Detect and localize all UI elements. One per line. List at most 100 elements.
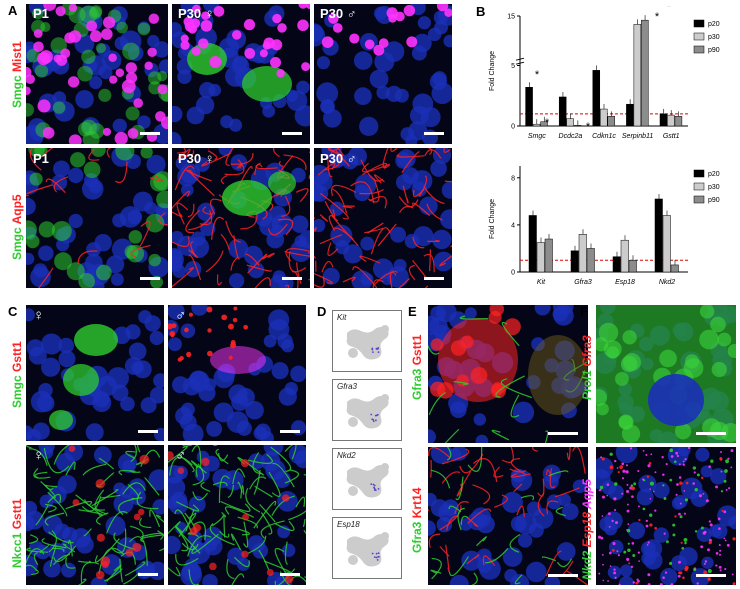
legend-swatch: [693, 19, 705, 28]
y-tick-label: 4: [511, 222, 515, 229]
bar: [600, 108, 608, 127]
legend-swatch: [693, 195, 705, 204]
significance-star: *: [655, 11, 660, 23]
tile-label-a6: P30 ♂: [320, 151, 357, 166]
scale-bar: [280, 430, 300, 433]
bar: [620, 239, 629, 273]
micrograph-c2: [168, 305, 306, 441]
significance-star: *: [667, 6, 672, 13]
umap-nkd2: Nkd2: [332, 448, 402, 510]
scale-bar: [138, 430, 158, 433]
axis-break: [515, 57, 525, 61]
category-label: Esp18: [615, 279, 635, 286]
category-label: Kit: [537, 279, 546, 286]
legend-label: p20: [708, 21, 720, 28]
micrograph-c4: [168, 445, 306, 585]
y-tick-label: 8: [511, 175, 515, 182]
umap-esp18: Esp18: [332, 517, 402, 579]
bar: [654, 198, 663, 273]
umap-gfra3: Gfra3: [332, 379, 402, 441]
bar: [628, 259, 637, 273]
panel-f-letter: F: [580, 304, 588, 319]
micrograph-a6: [314, 148, 452, 288]
category-label: Smgc: [528, 133, 546, 140]
tile-label-a1: P1: [33, 6, 49, 21]
bar: [570, 250, 579, 273]
bar-chart-bottom: Fold Change 0 4 8 Kit Gfra3 Esp18 Nkd2 * p20 p30 p9…: [489, 166, 720, 286]
legend-label: p90: [708, 197, 720, 204]
y-tick-label: 15: [507, 14, 515, 21]
panel-c-row2-label: Nkcc1 Gstt1: [10, 498, 24, 568]
bar: [662, 215, 671, 273]
legend-swatch: [693, 32, 705, 41]
scale-bar: [696, 432, 726, 435]
tile-label-a3: P30 ♂: [320, 6, 357, 21]
axis-break: [515, 61, 525, 65]
scale-bar: [282, 132, 302, 135]
panel-a-row2-label: Smgc Aqp5: [10, 194, 24, 260]
scale-bar: [140, 132, 160, 135]
scale-bar: [548, 574, 578, 577]
tile-label-c1: ♀: [33, 307, 45, 324]
panel-a-letter: A: [8, 3, 18, 18]
legend-swatch: [693, 182, 705, 191]
category-label: Nkd2: [659, 279, 675, 286]
micrograph-a4: [26, 148, 168, 288]
y-tick-label: 0: [511, 124, 515, 131]
scale-bar: [548, 432, 578, 435]
category-label: Gstt1: [663, 133, 680, 140]
y-tick-label: 5: [511, 63, 515, 70]
legend-label: p30: [708, 34, 720, 41]
category-label: Cdkn1c: [592, 133, 616, 140]
y-axis-label: Fold Change: [489, 51, 496, 91]
tile-label-a2: P30 ♀: [178, 6, 215, 21]
bar: [667, 114, 675, 127]
bar: [536, 242, 545, 273]
scale-bar: [696, 574, 726, 577]
bar: [641, 19, 649, 127]
bar: [532, 123, 541, 127]
scale-bar: [282, 277, 302, 280]
micrograph-f2: [596, 447, 736, 585]
tile-label-c4: ♂: [175, 447, 187, 464]
umap-gene-label: Gfra3: [337, 382, 358, 391]
panel-e-row2-label: Gfra3 Krt14: [410, 487, 424, 553]
panel-c-letter: C: [8, 304, 18, 319]
bar: [633, 24, 642, 127]
category-label: Serpinb11: [622, 133, 654, 140]
micrograph-a1: [26, 4, 168, 144]
category-label: Gfra3: [574, 279, 592, 286]
panel-f-row2-label: Nkd2 Esp18 Aqp5: [580, 479, 594, 580]
panel-b-letter: B: [476, 4, 486, 19]
legend-label: p30: [708, 184, 720, 191]
panel-c-row1-label: Smgc Gstt1: [10, 341, 24, 408]
bar: [659, 113, 668, 127]
legend-label: p90: [708, 47, 720, 54]
tile-label-c3: ♀: [33, 447, 45, 464]
panel-e-letter: E: [408, 304, 417, 319]
significance-star: *: [545, 117, 550, 129]
bar: [674, 116, 683, 127]
panel-a-row1-label: Smgc Mist1: [10, 41, 24, 108]
umap-gene-label: Kit: [337, 313, 347, 322]
bar: [525, 87, 533, 127]
bar: [586, 248, 595, 273]
micrograph-a3: [314, 4, 452, 144]
legend-label: p20: [708, 171, 720, 178]
bar: [578, 234, 587, 273]
micrograph-a5: [172, 148, 310, 288]
bar: [544, 238, 553, 273]
micrograph-f1: [596, 305, 736, 443]
significance-star: *: [657, 207, 662, 219]
bar: [670, 264, 679, 273]
umap-kit: Kit: [332, 310, 402, 372]
significance-star: *: [535, 69, 540, 81]
bar: [612, 256, 621, 273]
scale-bar: [424, 277, 444, 280]
bar: [566, 118, 574, 127]
tile-label-a5: P30 ♀: [178, 151, 215, 166]
y-axis-label: Fold Change: [489, 199, 496, 239]
tile-label-c2: ♂: [175, 307, 187, 324]
scale-bar: [424, 132, 444, 135]
bar: [592, 70, 601, 127]
